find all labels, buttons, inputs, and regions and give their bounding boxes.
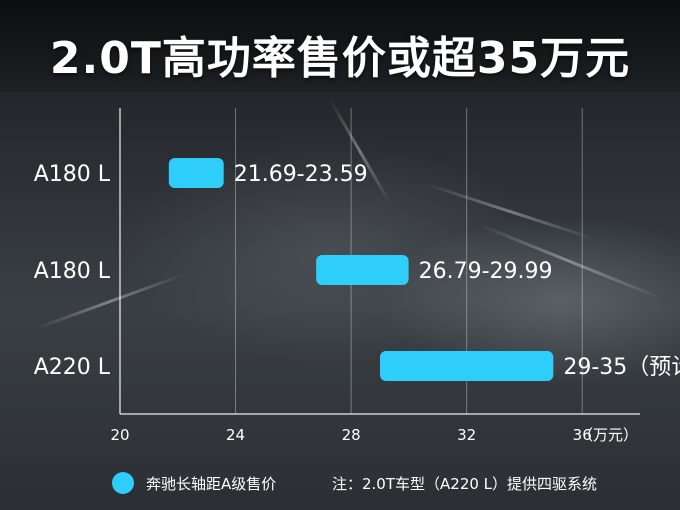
- data-label: 26.79-29.99: [419, 259, 553, 284]
- x-tick-label: 36: [573, 426, 592, 444]
- legend-label: 奔驰长轴距A级售价: [146, 474, 277, 493]
- data-label: 21.69-23.59: [234, 162, 368, 187]
- x-tick-label: 20: [110, 426, 129, 444]
- legend: 奔驰长轴距A级售价: [112, 470, 276, 496]
- range-bar: [316, 255, 409, 285]
- grid-lines: [119, 108, 640, 415]
- chart-title: 2.0T高功率售价或超35万元: [49, 33, 631, 84]
- x-axis-unit: （万元）: [578, 426, 638, 444]
- title-banner: [0, 0, 680, 92]
- labels: 20 24 28 32 36（万元） A180 L 21.69-23.59 A180 L 26.…: [34, 162, 680, 444]
- legend-swatch: [112, 472, 134, 494]
- range-bar: [168, 158, 224, 188]
- category-label: A220 L: [34, 355, 111, 380]
- x-tick-label: 28: [342, 426, 361, 444]
- footnote: 注：2.0T车型（A220 L）提供四驱系统: [332, 475, 598, 493]
- category-label: A180 L: [34, 162, 111, 187]
- x-tick-label: 24: [226, 426, 245, 444]
- range-bar: [380, 351, 554, 381]
- data-label: 29-35（预计）: [563, 355, 680, 380]
- category-label: A180 L: [34, 259, 111, 284]
- x-tick-label: 32: [457, 426, 476, 444]
- bars: [168, 158, 554, 381]
